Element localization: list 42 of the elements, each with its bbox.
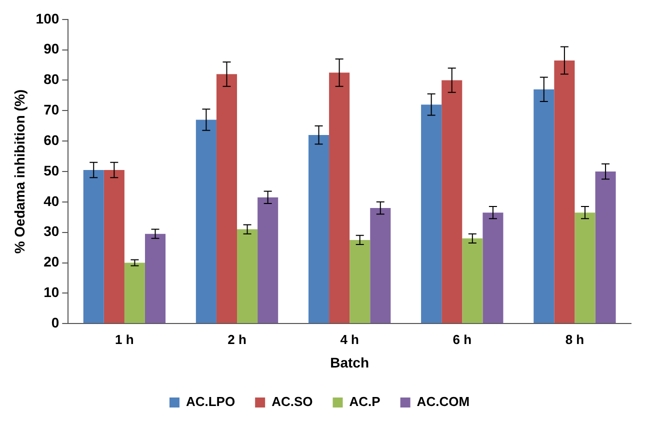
bar [144,234,166,324]
bar [216,74,238,324]
y-tick-label: 90 [44,40,60,57]
x-tick-label: 2 h [228,332,246,347]
bar [258,197,278,324]
bar [574,212,596,324]
y-tick-label: 30 [44,223,60,240]
y-tick-label: 50 [44,162,60,178]
bar [308,134,330,324]
bar [370,208,391,324]
bar [104,170,124,324]
y-tick-label: 40 [44,192,60,209]
bar [442,80,462,324]
bar [482,212,504,324]
x-tick-label: 8 h [565,332,584,347]
legend-label: AC.P [349,394,381,410]
bar [329,72,350,324]
y-axis-title: % Oedama inhibition (%) [11,89,28,254]
x-tick-label: 6 h [452,332,472,347]
y-tick-label: 10 [44,284,60,300]
x-axis-title: Batch [330,354,370,370]
y-tick-label: 60 [44,132,60,148]
legend-label: AC.SO [272,394,313,410]
bar [196,120,216,324]
x-tick-label: 4 h [340,332,360,347]
legend-label: AC.COM [416,394,470,410]
bar [421,104,442,324]
y-tick-label: 80 [44,71,60,88]
y-tick-label: 100 [36,10,60,26]
y-tick-label: 0 [51,314,60,330]
bar [124,262,145,324]
bar [534,89,554,324]
bar [83,170,104,324]
bar [554,60,575,324]
legend-label: AC.LPO [186,394,236,410]
y-tick-label: 20 [44,254,60,270]
x-tick-label: 1 h [115,332,134,347]
bar [595,172,616,324]
bar [462,238,483,324]
y-tick-label: 70 [44,102,60,118]
bar [237,229,258,324]
bar [350,240,370,324]
